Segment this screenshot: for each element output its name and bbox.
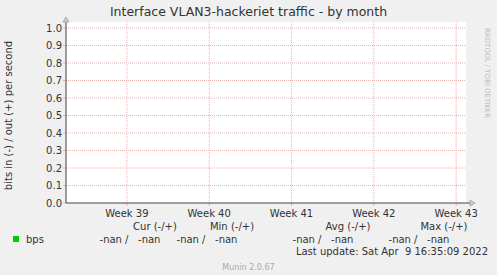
- grid-line: [66, 63, 466, 64]
- y-tick-label: 0.7: [46, 75, 62, 86]
- y-tick-label: 0.6: [46, 93, 62, 104]
- y-tick-label: 0.0: [46, 198, 62, 209]
- grid-line: [456, 22, 457, 203]
- stats-header: Min (-/+): [210, 221, 254, 232]
- stats-header: Avg (-/+): [326, 221, 371, 232]
- x-tick-label: Week 39: [105, 208, 148, 219]
- y-tick-label: 0.9: [46, 40, 62, 51]
- x-tick-label: Week 40: [188, 208, 231, 219]
- grid-line: [66, 185, 466, 186]
- stats-value: -nan / -nan: [177, 234, 238, 245]
- grid-line: [66, 168, 466, 169]
- footer: Munin 2.0.67: [222, 263, 274, 272]
- x-tick-label: Week 42: [352, 208, 395, 219]
- y-label: bits in (-) / out (+) per second: [3, 41, 14, 190]
- axis-arrow: [470, 200, 475, 206]
- stats-header: Cur (-/+): [133, 221, 177, 232]
- legend-label: bps: [26, 234, 44, 245]
- stats-header: Max (-/+): [420, 221, 467, 232]
- grid-line: [126, 22, 127, 203]
- grid-line: [66, 80, 466, 81]
- stats-value: -nan / -nan: [100, 234, 161, 245]
- y-tick-label: 0.5: [46, 110, 62, 121]
- legend-swatch: [13, 236, 19, 242]
- y-axis: [66, 22, 67, 203]
- y-tick-label: 0.1: [46, 180, 62, 191]
- stats-value: -nan / -nan: [389, 234, 450, 245]
- grid-line: [209, 22, 210, 203]
- grid-line: [373, 22, 374, 203]
- last-update: Last update: Sat Apr 9 16:35:09 2022: [296, 246, 488, 257]
- grid-line: [66, 150, 466, 151]
- y-tick-label: 0.2: [46, 163, 62, 174]
- y-tick-label: 0.3: [46, 145, 62, 156]
- chart: Interface VLAN3-hackeriet traffic - by m…: [0, 0, 497, 275]
- plot-area: [66, 22, 466, 203]
- grid-line: [66, 45, 466, 46]
- stats-value: -nan / -nan: [293, 234, 354, 245]
- y-tick-label: 0.4: [46, 128, 62, 139]
- x-axis: [66, 203, 470, 204]
- grid-line: [66, 98, 466, 99]
- x-tick-label: Week 41: [270, 208, 313, 219]
- grid-line: [66, 115, 466, 116]
- grid-line: [66, 133, 466, 134]
- x-tick-label: Week 43: [434, 208, 477, 219]
- grid-line: [66, 28, 466, 29]
- y-tick-label: 0.8: [46, 58, 62, 69]
- y-tick-label: 1.0: [46, 23, 62, 34]
- axis-arrow: [63, 17, 69, 22]
- background: [0, 0, 497, 275]
- title: Interface VLAN3-hackeriet traffic - by m…: [110, 4, 387, 19]
- grid-line: [291, 22, 292, 203]
- watermark: RRDTOOL / TOBI OETIKER: [483, 28, 491, 118]
